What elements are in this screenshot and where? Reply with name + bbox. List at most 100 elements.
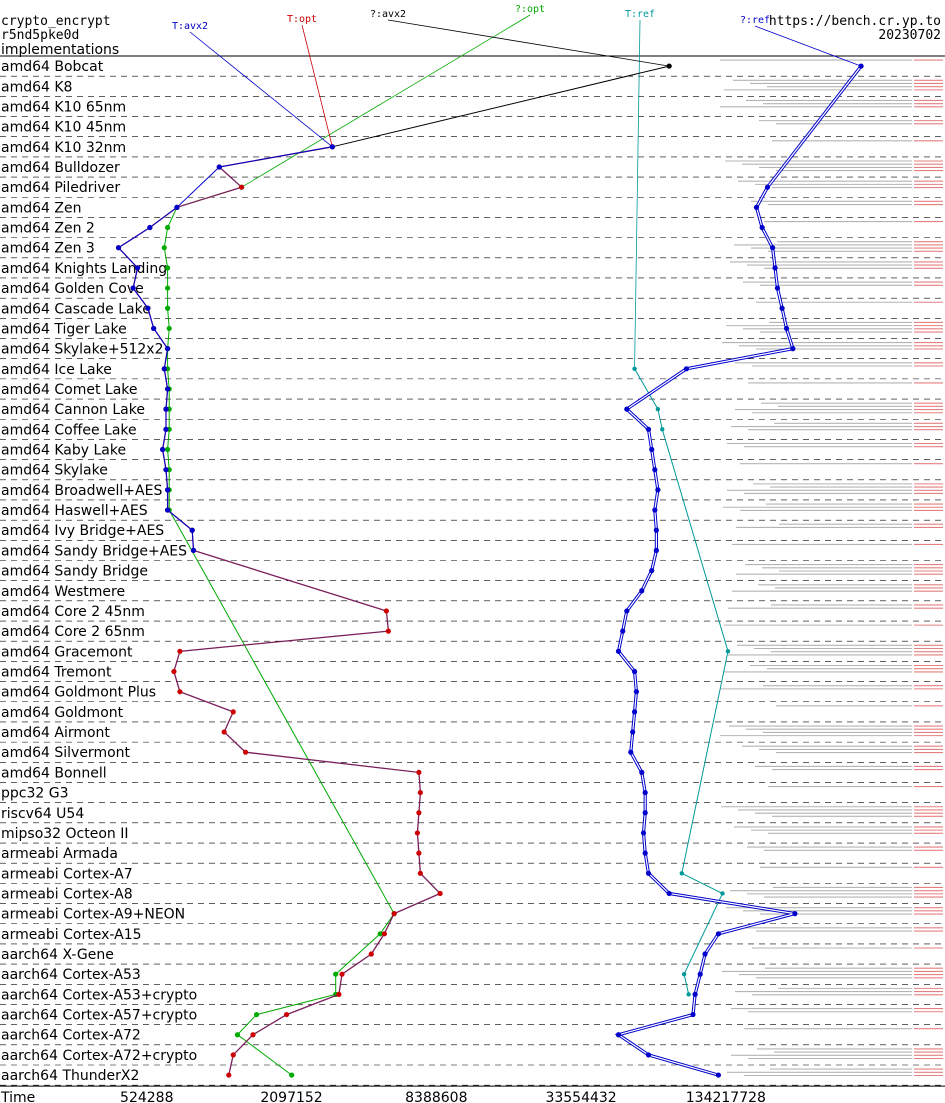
- row-label: amd64 Airmont: [1, 725, 110, 741]
- data-point: [377, 931, 383, 937]
- data-point: [164, 507, 171, 513]
- row-label: amd64 Gracemont: [1, 644, 133, 660]
- data-point: [383, 608, 389, 614]
- data-point: [624, 406, 630, 412]
- data-point: [115, 245, 122, 251]
- series-leader-line: [189, 31, 333, 148]
- row-label: aarch64 ThunderX2: [1, 1068, 139, 1084]
- data-point: [642, 789, 648, 796]
- data-point: [660, 427, 665, 432]
- row-label: amd64 Coffee Lake: [1, 422, 137, 438]
- data-point: [416, 810, 422, 816]
- data-point: [631, 668, 638, 675]
- series-label: ?:opt: [515, 4, 545, 15]
- series-line: [163, 186, 395, 1076]
- data-point: [164, 446, 171, 453]
- data-point: [628, 749, 634, 755]
- data-point: [702, 951, 708, 957]
- data-point: [649, 567, 655, 574]
- data-point: [681, 971, 687, 977]
- data-point: [437, 890, 443, 897]
- data-point: [653, 527, 659, 533]
- data-point: [216, 164, 222, 170]
- row-label: amd64 Cascade Lake: [1, 301, 151, 317]
- row-label: aarch64 Cortex-A53: [1, 967, 141, 983]
- data-point: [164, 265, 171, 271]
- x-tick-label: 33554432: [545, 1090, 616, 1103]
- data-point: [164, 224, 171, 231]
- data-point: [230, 709, 236, 715]
- data-point: [177, 648, 183, 654]
- row-label: amd64 Sandy Bridge+AES: [1, 543, 187, 559]
- data-point: [339, 971, 345, 977]
- x-tick-label: 8388608: [405, 1090, 467, 1103]
- row-label: aarch64 Cortex-A72: [1, 1028, 141, 1044]
- series-label: T:opt: [287, 14, 317, 25]
- data-point: [697, 971, 703, 977]
- data-point: [666, 890, 672, 897]
- data-point: [333, 971, 339, 977]
- series-leader-line: [634, 19, 641, 369]
- data-point: [164, 386, 171, 392]
- data-point: [631, 709, 638, 715]
- row-label: amd64 Kaby Lake: [1, 443, 126, 459]
- data-point: [783, 325, 790, 332]
- series-label: T:ref: [625, 9, 655, 20]
- row-label: amd64 Goldmont Plus: [1, 685, 156, 701]
- data-point: [414, 830, 421, 836]
- row-label: amd64 K10 45nm: [1, 120, 126, 136]
- data-point: [615, 1032, 622, 1038]
- data-point: [649, 446, 655, 453]
- data-point: [174, 204, 180, 210]
- row-label: amd64 K10 32nm: [1, 140, 126, 156]
- data-point: [177, 689, 183, 695]
- data-point: [769, 245, 776, 251]
- row-label: armeabi Armada: [1, 846, 118, 862]
- data-point: [161, 245, 167, 251]
- data-point: [858, 63, 864, 69]
- row-label: amd64 Goldmont: [1, 705, 124, 721]
- data-point: [226, 1072, 232, 1078]
- data-point: [190, 547, 197, 554]
- row-label: amd64 Silvermont: [1, 745, 131, 761]
- data-point: [417, 789, 423, 796]
- data-point: [679, 871, 684, 876]
- row-label: ppc32 G3: [1, 786, 69, 802]
- data-point: [283, 1011, 290, 1018]
- data-point: [385, 628, 391, 634]
- row-label: armeabi Cortex-A7: [1, 866, 133, 882]
- data-point: [381, 931, 387, 937]
- data-point: [792, 911, 798, 917]
- data-point: [640, 830, 647, 836]
- data-point: [620, 628, 626, 634]
- series-leader-line: [301, 24, 333, 147]
- data-point: [725, 649, 731, 654]
- implementations-label: implementations: [1, 42, 120, 58]
- data-point: [652, 507, 658, 513]
- source-url: https://bench.cr.yp.to: [768, 14, 941, 29]
- row-label: amd64 Broadwell+AES: [1, 483, 162, 499]
- series-label: T:avx2: [172, 21, 208, 32]
- row-label: riscv64 U54: [1, 806, 84, 822]
- data-point: [289, 1072, 295, 1078]
- series-leader-line: [754, 25, 862, 67]
- data-point: [666, 63, 672, 69]
- data-point: [615, 648, 622, 654]
- data-point: [779, 305, 785, 311]
- series-leader-line: [387, 19, 670, 67]
- data-point: [416, 850, 422, 856]
- data-point: [161, 366, 167, 372]
- data-point: [336, 991, 342, 997]
- row-label: amd64 Tiger Lake: [1, 321, 127, 337]
- data-point: [692, 991, 698, 997]
- row-label: amd64 Skylake: [1, 463, 108, 479]
- row-label: amd64 Haswell+AES: [1, 503, 148, 519]
- row-label: amd64 Ivy Bridge+AES: [1, 523, 164, 539]
- data-point: [134, 265, 141, 271]
- data-point: [764, 184, 771, 190]
- x-tick-label: 2097152: [260, 1090, 322, 1103]
- row-label: amd64 Westmere: [1, 584, 125, 600]
- series-leader-line: [241, 14, 531, 188]
- data-point: [230, 1052, 236, 1058]
